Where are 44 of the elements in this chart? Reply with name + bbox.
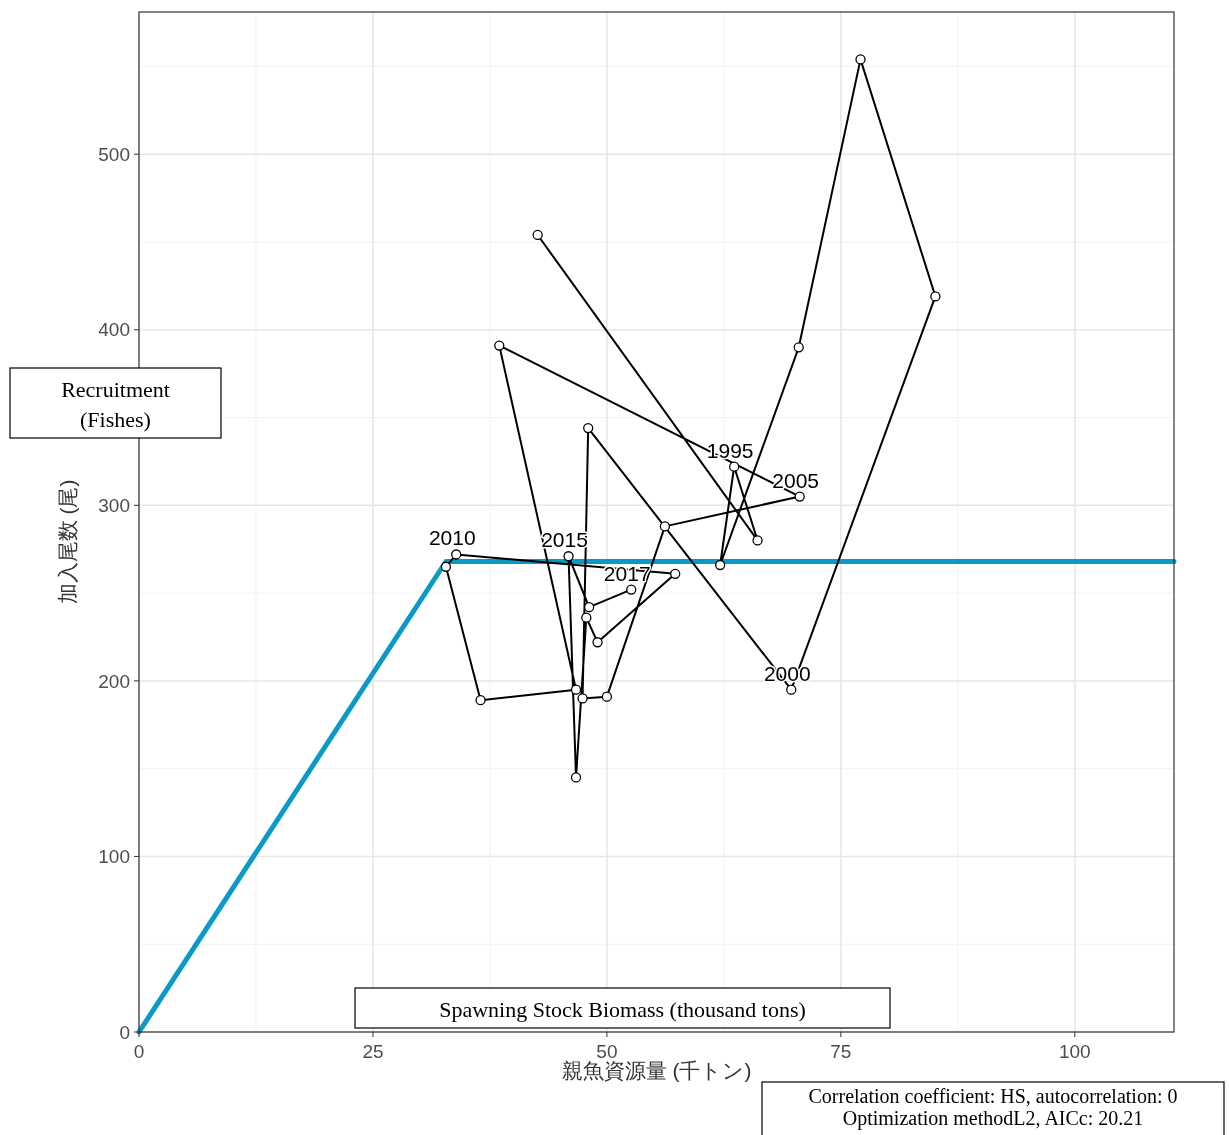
point bbox=[752, 535, 763, 546]
x-tick-label: 100 bbox=[1058, 1041, 1091, 1062]
point bbox=[930, 291, 941, 302]
y-tick-label: 0 bbox=[119, 1021, 130, 1043]
annotation: 2010 bbox=[428, 526, 476, 550]
point bbox=[451, 549, 462, 560]
point bbox=[855, 54, 866, 65]
point bbox=[626, 584, 637, 595]
x-tick-label: 0 bbox=[133, 1041, 145, 1062]
point bbox=[440, 561, 452, 572]
point bbox=[786, 684, 797, 695]
point bbox=[563, 551, 574, 562]
y-tick-label: 500 bbox=[98, 143, 130, 165]
point bbox=[570, 772, 582, 783]
point bbox=[570, 684, 582, 695]
point bbox=[670, 568, 681, 579]
y-axis-title: 加入尾数 (尾) bbox=[56, 479, 79, 605]
point bbox=[659, 521, 671, 532]
point bbox=[794, 491, 805, 502]
point bbox=[714, 559, 726, 571]
point bbox=[729, 461, 740, 472]
point bbox=[601, 691, 613, 702]
point bbox=[583, 602, 595, 613]
annotation: 1995 bbox=[706, 438, 754, 462]
annotation: Recruitment (Fishes) bbox=[61, 377, 170, 432]
annotation: 2005 bbox=[772, 468, 820, 492]
y-tick-label: 200 bbox=[98, 670, 130, 692]
point bbox=[581, 612, 592, 623]
point bbox=[494, 340, 505, 351]
y-tick-label: 100 bbox=[98, 846, 130, 868]
point bbox=[592, 637, 603, 648]
point bbox=[793, 342, 804, 353]
x-axis-title: 親魚資源量 (千トン) bbox=[561, 1059, 752, 1082]
text: Correlation coefficient: HS, autocorrelation: 0 Optimization methodL2, AICc: 20.21 bbox=[808, 1085, 1178, 1130]
y-tick-label: 300 bbox=[98, 494, 130, 516]
point bbox=[532, 229, 543, 241]
x-tick-label: 75 bbox=[830, 1041, 852, 1062]
x-tick-label: 25 bbox=[362, 1041, 384, 1062]
y-tick-label: 400 bbox=[98, 319, 130, 341]
point bbox=[583, 422, 594, 434]
point bbox=[475, 695, 486, 706]
point bbox=[577, 693, 588, 704]
annotation: Spawning Stock Biomass (thousand tons) bbox=[439, 997, 806, 1022]
x-tick-label: 50 bbox=[596, 1041, 618, 1062]
